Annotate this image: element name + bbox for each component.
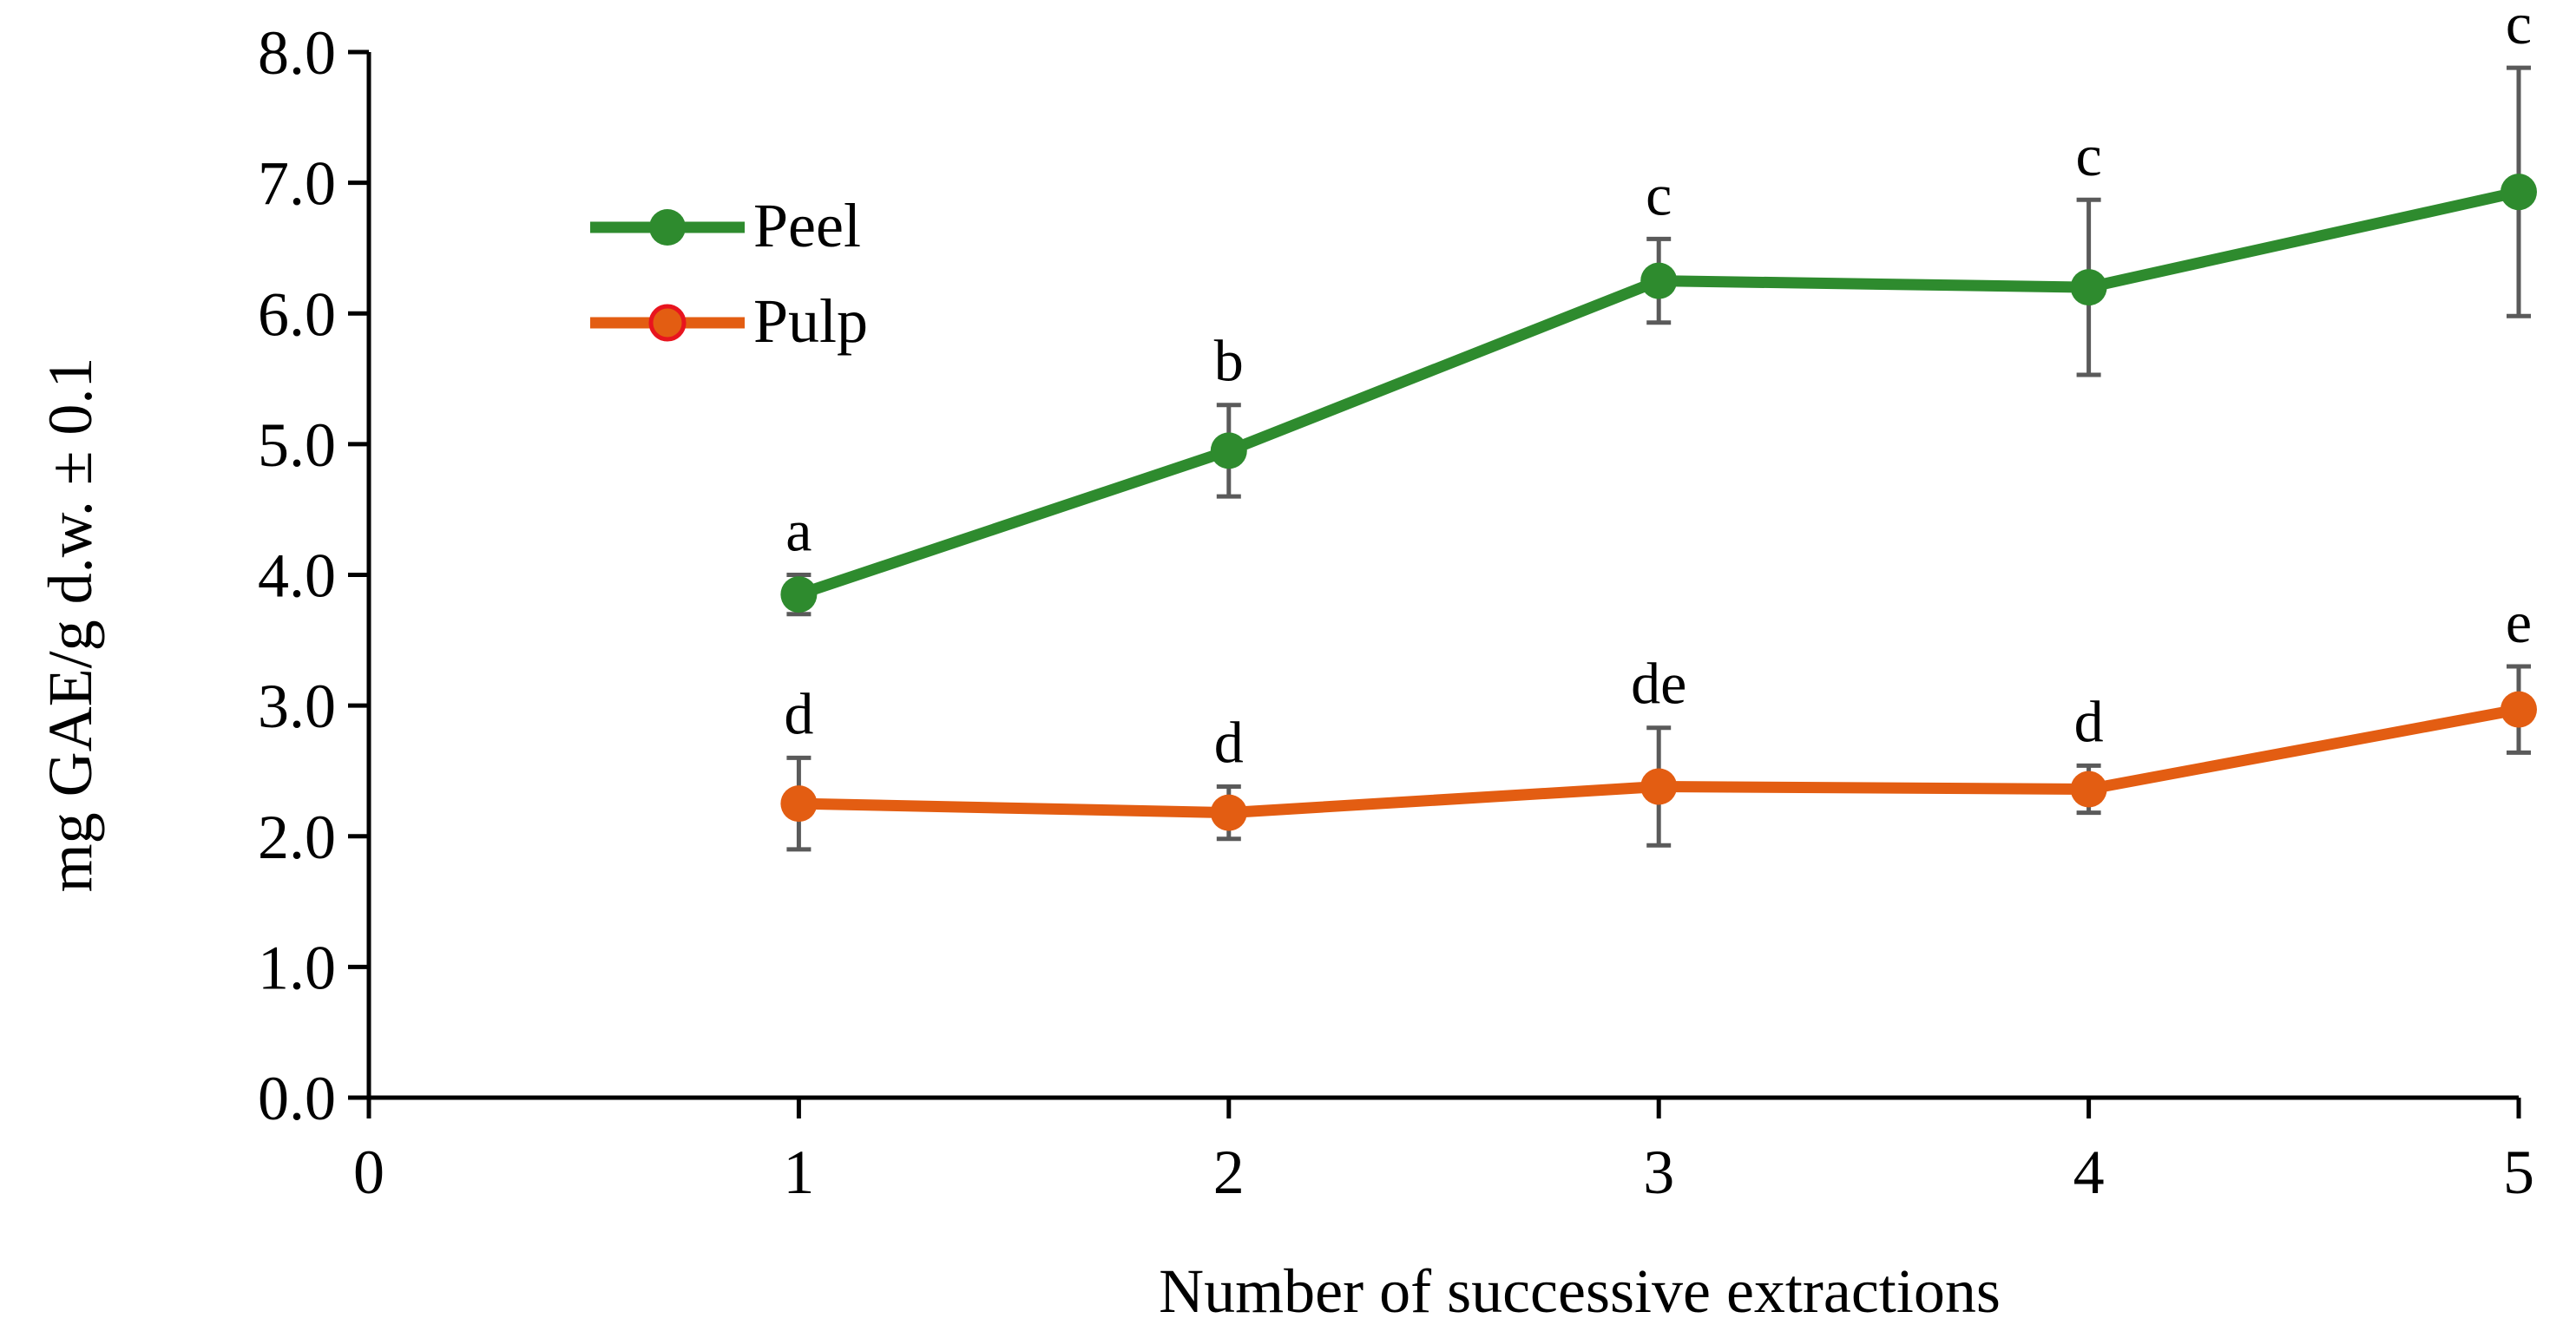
y-tick-label: 1.0 xyxy=(258,933,336,1002)
significance-label-pulp: d xyxy=(2074,688,2104,754)
significance-label-peel: c xyxy=(2506,0,2532,56)
significance-label-pulp: e xyxy=(2506,589,2532,655)
y-tick-label: 4.0 xyxy=(258,541,336,611)
significance-label-pulp: d xyxy=(1214,710,1244,776)
data-point-peel xyxy=(780,576,818,613)
data-point-pulp xyxy=(780,785,818,823)
x-tick-label: 0 xyxy=(353,1138,384,1207)
x-tick-label: 2 xyxy=(1213,1138,1245,1207)
tick-labels: 0.0 1.0 2.0 3.0 4.0 5.0 6.0 7.0 8.0 0 1 2 3 4 5 xyxy=(258,18,2534,1207)
x-axis-title: Number of successive extractions xyxy=(1159,1256,2001,1326)
significance-label-peel: c xyxy=(2076,122,2102,188)
significance-label-pulp: de xyxy=(1631,651,1686,717)
x-tick-label: 4 xyxy=(2073,1138,2105,1207)
legend: Peel Pulp xyxy=(590,191,868,356)
y-tick-label: 5.0 xyxy=(258,410,336,480)
x-tick-label: 1 xyxy=(783,1138,814,1207)
y-tick-label: 3.0 xyxy=(258,672,336,741)
data-point-peel xyxy=(1210,432,1247,469)
data-point-pulp xyxy=(2070,771,2107,808)
x-tick-label: 5 xyxy=(2503,1138,2534,1207)
data-point-pulp xyxy=(1210,794,1247,831)
legend-marker-pulp xyxy=(648,304,687,342)
data-point-pulp xyxy=(1640,768,1678,805)
y-tick-label: 8.0 xyxy=(258,18,336,88)
significance-label-peel: c xyxy=(1646,161,1672,227)
y-tick-label: 2.0 xyxy=(258,803,336,872)
y-tick-label: 6.0 xyxy=(258,279,336,349)
significance-label-pulp: d xyxy=(784,680,813,746)
y-tick-label: 7.0 xyxy=(258,149,336,219)
significance-label-peel: b xyxy=(1214,328,1244,394)
legend-marker-peel xyxy=(649,209,686,246)
series-markers xyxy=(780,174,2537,831)
data-point-peel xyxy=(2070,269,2107,306)
axes xyxy=(348,49,2521,1118)
legend-label-peel: Peel xyxy=(753,191,861,260)
significance-label-peel: a xyxy=(785,498,812,564)
y-tick-label: 0.0 xyxy=(258,1064,336,1133)
data-point-peel xyxy=(1640,262,1678,299)
legend-label-pulp: Pulp xyxy=(753,286,868,356)
y-axis-title: mg GAE/g d.w. ± 0.1 xyxy=(36,357,105,893)
data-point-pulp xyxy=(2500,691,2537,728)
x-tick-label: 3 xyxy=(1643,1138,1674,1207)
data-point-peel xyxy=(2500,174,2537,211)
